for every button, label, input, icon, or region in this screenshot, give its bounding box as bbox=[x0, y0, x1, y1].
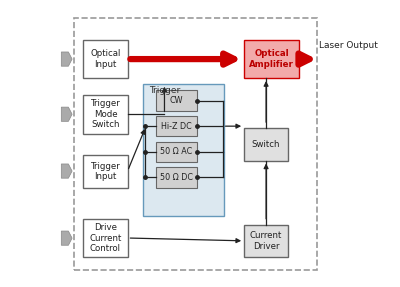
Polygon shape bbox=[61, 231, 72, 245]
Bar bbox=[74, 18, 316, 270]
Bar bbox=[156, 141, 197, 162]
Bar bbox=[244, 224, 288, 257]
Text: Switch: Switch bbox=[252, 140, 280, 149]
Text: Current
Driver: Current Driver bbox=[250, 231, 282, 251]
Bar bbox=[156, 116, 197, 136]
Text: Optical
Amplifier: Optical Amplifier bbox=[249, 49, 294, 69]
Text: Drive
Current
Control: Drive Current Control bbox=[89, 223, 122, 253]
Text: CW: CW bbox=[170, 96, 183, 105]
Text: Trigger
Input: Trigger Input bbox=[91, 162, 120, 181]
Text: Optical
Input: Optical Input bbox=[90, 49, 121, 69]
Text: 50 Ω AC: 50 Ω AC bbox=[160, 147, 193, 156]
Polygon shape bbox=[61, 52, 72, 66]
Polygon shape bbox=[61, 107, 72, 121]
Text: Laser Output: Laser Output bbox=[319, 41, 378, 50]
Text: 50 Ω DC: 50 Ω DC bbox=[160, 173, 193, 182]
Text: Trigger
Mode
Switch: Trigger Mode Switch bbox=[91, 100, 120, 129]
Bar bbox=[84, 40, 128, 78]
Bar bbox=[156, 90, 197, 111]
Bar bbox=[84, 95, 128, 133]
Bar bbox=[143, 84, 224, 216]
Bar bbox=[84, 155, 128, 187]
Text: Hi-Z DC: Hi-Z DC bbox=[161, 122, 192, 131]
Bar bbox=[84, 219, 128, 257]
Bar bbox=[156, 167, 197, 187]
Polygon shape bbox=[61, 164, 72, 178]
Text: Trigger: Trigger bbox=[149, 86, 180, 95]
Bar bbox=[244, 128, 288, 160]
Bar bbox=[244, 40, 300, 78]
